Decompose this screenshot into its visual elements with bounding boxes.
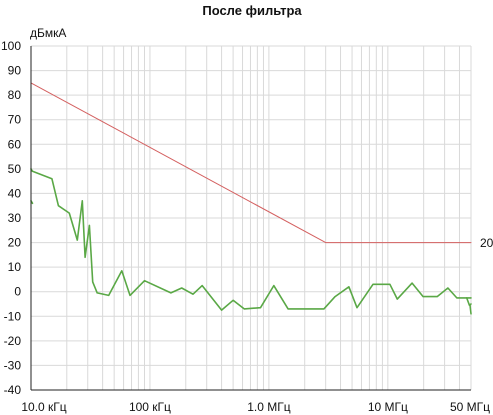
y-tick-label: -20 bbox=[4, 334, 22, 348]
x-tick-label: 10 МГц bbox=[368, 400, 408, 414]
y-tick-label: 40 bbox=[8, 186, 22, 200]
y-tick-label: 10 bbox=[8, 260, 22, 274]
y-tick-label: 100 bbox=[1, 39, 21, 53]
y-tick-label: 20 bbox=[8, 236, 22, 250]
x-tick-label: 50 МГц bbox=[450, 400, 490, 414]
y-tick-label: 30 bbox=[8, 211, 22, 225]
measurement-line bbox=[30, 168, 472, 311]
y-tick-label: 50 bbox=[8, 162, 22, 176]
x-tick-label: 1.0 МГц bbox=[247, 400, 291, 414]
limit-value-label: 20 bbox=[480, 236, 493, 250]
x-tick-label: 10.0 кГц bbox=[21, 400, 66, 414]
y-tick-label: 60 bbox=[8, 137, 22, 151]
y-tick-label: -30 bbox=[4, 358, 22, 372]
series-layer bbox=[30, 82, 472, 315]
y-tick-label: -40 bbox=[4, 383, 22, 397]
chart-title: После фильтра bbox=[202, 3, 302, 18]
limit-line bbox=[30, 82, 472, 244]
y-tick-label: 70 bbox=[8, 113, 22, 127]
y-tick-label: 0 bbox=[14, 285, 21, 299]
text-layer: После фильтра дБмкА 20 10090807060504030… bbox=[1, 3, 493, 414]
x-tick-label: 100 кГц bbox=[129, 400, 171, 414]
y-tick-label: 90 bbox=[8, 64, 22, 78]
measurement-line bbox=[469, 304, 472, 315]
grid-layer bbox=[30, 45, 472, 391]
axis-layer bbox=[30, 46, 471, 391]
y-axis-unit-label: дБмкА bbox=[30, 26, 66, 40]
y-tick-label: -10 bbox=[4, 309, 22, 323]
y-tick-label: 80 bbox=[8, 88, 22, 102]
